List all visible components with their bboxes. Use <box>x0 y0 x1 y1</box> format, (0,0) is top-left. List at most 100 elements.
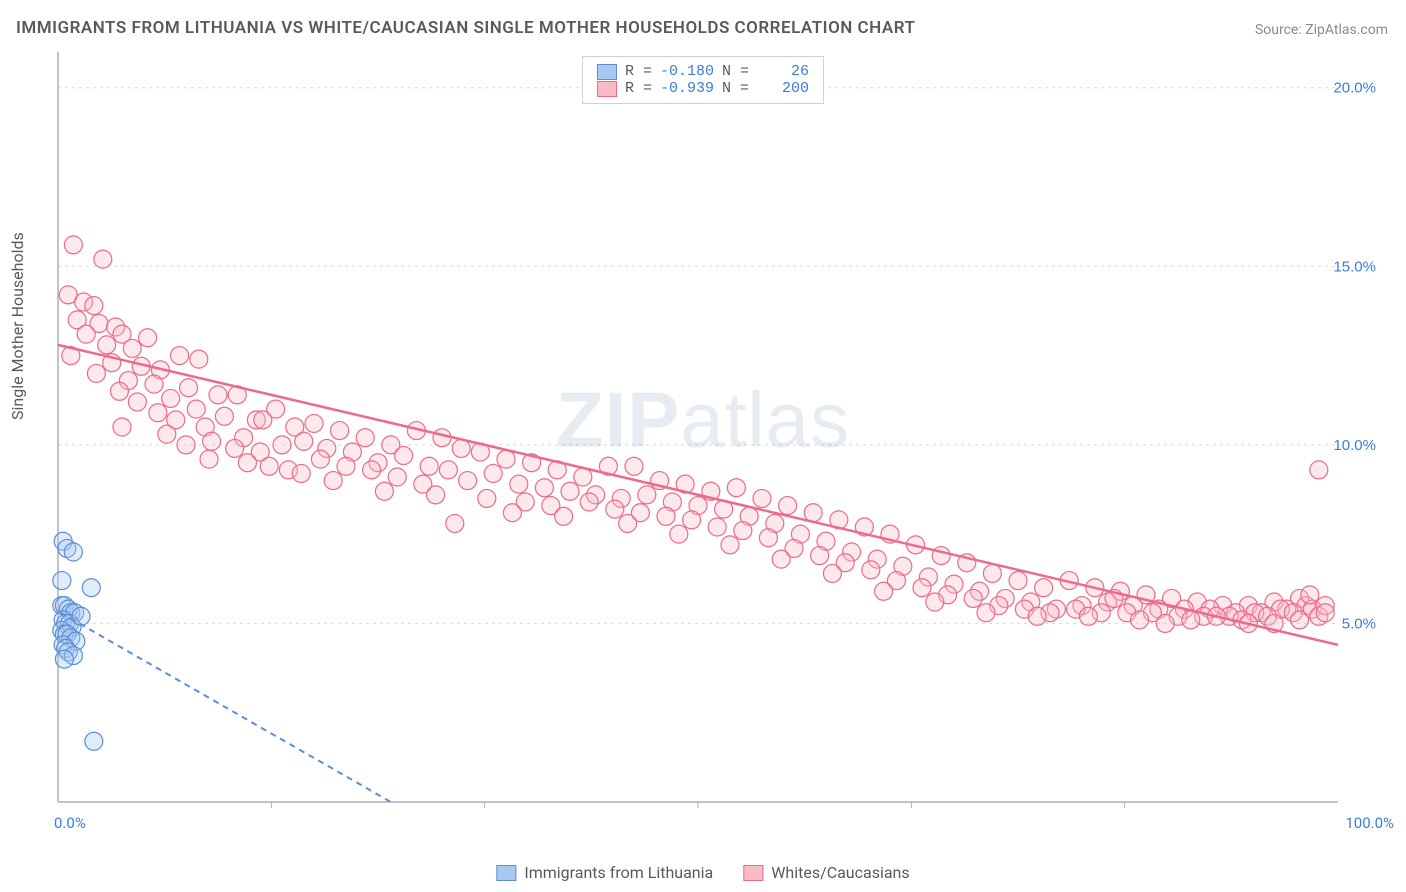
data-point-whites <box>158 425 176 443</box>
data-point-whites <box>200 450 218 468</box>
data-point-whites <box>1301 586 1319 604</box>
data-point-whites <box>85 297 103 315</box>
data-point-whites <box>87 364 105 382</box>
y-tick-label: 10.0% <box>1333 437 1376 454</box>
data-point-whites <box>977 604 995 622</box>
data-point-whites <box>187 400 205 418</box>
legend-item-lithuania: Immigrants from Lithuania <box>496 863 713 882</box>
data-point-whites <box>625 457 643 475</box>
data-point-whites <box>823 564 841 582</box>
data-point-whites <box>388 468 406 486</box>
data-point-whites <box>580 493 598 511</box>
data-point-whites <box>113 418 131 436</box>
legend-label: Whites/Caucasians <box>771 863 909 882</box>
series-legend: Immigrants from Lithuania Whites/Caucasia… <box>496 863 909 882</box>
data-point-whites <box>273 436 291 454</box>
data-point-whites <box>238 454 256 472</box>
data-point-whites <box>139 329 157 347</box>
data-point-whites <box>503 504 521 522</box>
regression-line-whites <box>58 345 1338 645</box>
data-point-whites <box>753 489 771 507</box>
data-point-whites <box>215 407 233 425</box>
data-point-whites <box>337 457 355 475</box>
data-point-whites <box>292 464 310 482</box>
data-point-whites <box>190 350 208 368</box>
y-tick-label: 20.0% <box>1333 80 1376 97</box>
data-point-whites <box>862 561 880 579</box>
data-point-whites <box>433 429 451 447</box>
y-tick-label: 15.0% <box>1333 258 1376 275</box>
legend-label: Immigrants from Lithuania <box>524 863 713 882</box>
data-point-whites <box>1310 461 1328 479</box>
data-point-whites <box>497 450 515 468</box>
data-point-lithuania <box>85 732 103 750</box>
data-point-whites <box>759 529 777 547</box>
data-point-whites <box>77 325 95 343</box>
data-point-lithuania <box>53 572 71 590</box>
data-point-whites <box>180 379 198 397</box>
legend-row-whites: R = -0.939 N = 200 <box>597 80 809 97</box>
data-point-whites <box>875 582 893 600</box>
data-point-whites <box>203 432 221 450</box>
data-point-whites <box>459 472 477 490</box>
data-point-whites <box>98 336 116 354</box>
data-point-whites <box>123 339 141 357</box>
correlation-legend: R = -0.180 N = 26R = -0.939 N = 200 <box>582 56 824 104</box>
data-point-whites <box>478 489 496 507</box>
data-point-whites <box>734 522 752 540</box>
data-point-whites <box>260 457 278 475</box>
data-point-whites <box>561 482 579 500</box>
legend-swatch <box>597 64 617 80</box>
data-point-whites <box>145 375 163 393</box>
legend-swatch <box>597 81 617 97</box>
data-point-lithuania <box>55 650 73 668</box>
data-point-whites <box>254 411 272 429</box>
data-point-whites <box>721 536 739 554</box>
data-point-whites <box>356 429 374 447</box>
data-point-whites <box>171 347 189 365</box>
legend-swatch <box>496 865 516 881</box>
y-tick-label: 5.0% <box>1342 615 1376 632</box>
data-point-whites <box>363 461 381 479</box>
data-point-whites <box>638 486 656 504</box>
data-point-whites <box>446 514 464 532</box>
data-point-lithuania <box>64 543 82 561</box>
data-point-whites <box>149 404 167 422</box>
data-point-whites <box>1316 604 1334 622</box>
data-point-whites <box>295 432 313 450</box>
x-tick-min: 0.0% <box>54 814 86 832</box>
data-point-whites <box>375 482 393 500</box>
y-axis-label: Single Mother Households <box>8 232 27 420</box>
data-point-whites <box>811 547 829 565</box>
data-point-whites <box>606 500 624 518</box>
data-point-whites <box>779 497 797 515</box>
data-point-whites <box>683 511 701 529</box>
data-point-whites <box>964 589 982 607</box>
data-point-whites <box>427 486 445 504</box>
regression-line-lithuania <box>61 613 391 802</box>
data-point-whites <box>619 514 637 532</box>
data-point-whites <box>708 518 726 536</box>
scatter-plot: 5.0% 10.0% 15.0% 20.0% <box>48 52 1378 842</box>
data-point-whites <box>510 475 528 493</box>
data-point-whites <box>983 564 1001 582</box>
data-point-whites <box>110 382 128 400</box>
data-point-whites <box>94 250 112 268</box>
data-point-whites <box>670 525 688 543</box>
data-point-whites <box>331 422 349 440</box>
data-point-whites <box>926 593 944 611</box>
chart-title: IMMIGRANTS FROM LITHUANIA VS WHITE/CAUCA… <box>16 18 915 38</box>
data-point-whites <box>226 439 244 457</box>
source-attribution: Source: ZipAtlas.com <box>1255 22 1388 38</box>
data-point-lithuania <box>82 579 100 597</box>
legend-row-lithuania: R = -0.180 N = 26 <box>597 63 809 80</box>
data-point-whites <box>1131 611 1149 629</box>
data-point-whites <box>395 447 413 465</box>
data-point-whites <box>804 504 822 522</box>
legend-item-whites: Whites/Caucasians <box>743 863 909 882</box>
x-tick-max: 100.0% <box>1345 814 1394 832</box>
data-point-whites <box>324 472 342 490</box>
data-point-whites <box>1028 607 1046 625</box>
data-point-whites <box>1035 579 1053 597</box>
data-point-whites <box>162 389 180 407</box>
